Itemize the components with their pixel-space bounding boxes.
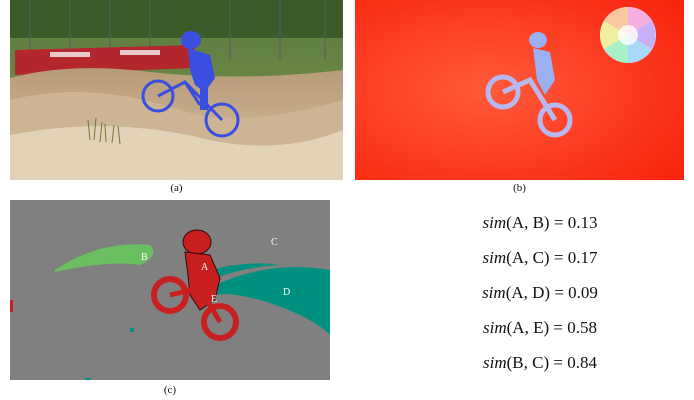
label-e: E <box>211 294 217 305</box>
caption-b: (b) <box>513 182 526 194</box>
bmx-photo <box>10 0 343 180</box>
flow-visualization <box>355 0 684 180</box>
label-b: B <box>141 252 148 263</box>
caption-a: (a) <box>170 182 183 194</box>
equation-row: sim(B, C) = 0.84 <box>483 353 597 372</box>
color-wheel-icon <box>600 7 656 63</box>
caption-c: (c) <box>163 384 177 396</box>
label-a: A <box>201 262 209 273</box>
photo-panel-a <box>10 0 343 180</box>
equation-row: sim(A, B) = 0.13 <box>482 213 598 232</box>
equation-row: sim(A, E) = 0.58 <box>483 318 597 337</box>
label-c: C <box>271 237 278 248</box>
label-d: D <box>283 287 290 298</box>
segment-a <box>151 229 239 341</box>
rider-overlay <box>141 79 240 138</box>
segmentation-panel-c: A B C D E <box>10 200 330 380</box>
segment-d <box>215 267 330 335</box>
equation-row: sim(A, C) = 0.17 <box>482 248 598 267</box>
similarity-equations: sim(A, B) = 0.13 sim(A, C) = 0.17 sim(A,… <box>420 205 660 380</box>
segmentation-map: A B C D E <box>10 200 330 380</box>
segment-b <box>55 244 154 272</box>
equation-row: sim(A, D) = 0.09 <box>482 283 598 302</box>
flow-panel-b <box>355 0 684 180</box>
